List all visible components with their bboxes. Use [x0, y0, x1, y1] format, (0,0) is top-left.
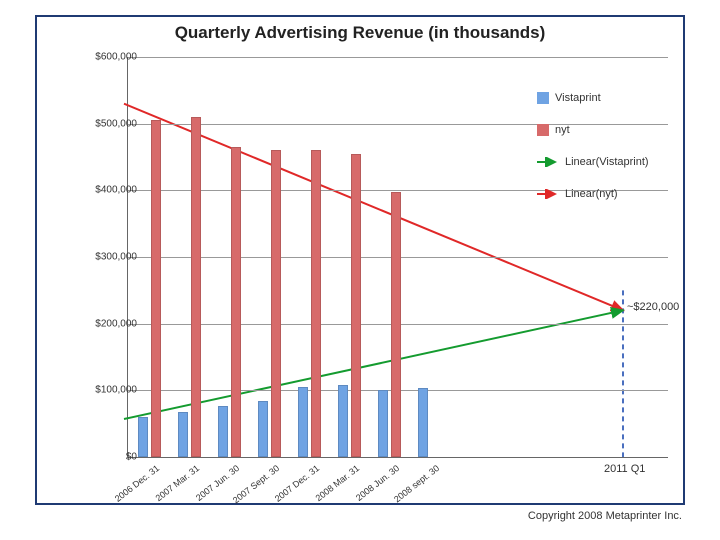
bar-vistaprint: [298, 387, 308, 457]
legend-swatch: [537, 92, 549, 104]
bar-vistaprint: [418, 388, 428, 457]
chart-title: Quarterly Advertising Revenue (in thousa…: [37, 23, 683, 43]
legend-label: nyt: [555, 124, 570, 136]
bar-vistaprint: [218, 406, 228, 457]
y-axis-label: $400,000: [77, 185, 137, 196]
bar-vistaprint: [378, 390, 388, 457]
bar-nyt: [191, 117, 201, 457]
legend-swatch: [537, 124, 549, 136]
gridline: [128, 57, 668, 58]
legend-item: Linear(Vistaprint): [537, 156, 649, 168]
bar-nyt: [271, 150, 281, 457]
intersection-annotation: ~$220,000: [627, 301, 679, 313]
chart-frame: Quarterly Advertising Revenue (in thousa…: [35, 15, 685, 505]
bar-nyt: [351, 154, 361, 457]
bar-nyt: [311, 150, 321, 457]
legend-item: Vistaprint: [537, 92, 601, 104]
gridline: [128, 124, 668, 125]
legend-arrow-icon: [537, 189, 559, 199]
bar-nyt: [391, 192, 401, 457]
bar-nyt: [151, 120, 161, 457]
bar-vistaprint: [338, 385, 348, 457]
bar-vistaprint: [258, 401, 268, 457]
bar-vistaprint: [138, 417, 148, 457]
bar-nyt: [231, 147, 241, 457]
y-axis-label: $200,000: [77, 318, 137, 329]
y-axis-label: $0: [77, 452, 137, 463]
y-axis-label: $100,000: [77, 385, 137, 396]
y-axis-label: $300,000: [77, 252, 137, 263]
plot-area: [127, 57, 668, 458]
legend-label: Vistaprint: [555, 92, 601, 104]
projection-label: 2011 Q1: [604, 463, 645, 475]
legend-label: Linear(Vistaprint): [565, 156, 649, 168]
legend-arrow-icon: [537, 157, 559, 167]
y-axis-label: $500,000: [77, 118, 137, 129]
y-axis-label: $600,000: [77, 52, 137, 63]
legend-label: Linear(nyt): [565, 188, 618, 200]
legend-item: Linear(nyt): [537, 188, 618, 200]
bar-vistaprint: [178, 412, 188, 457]
legend-item: nyt: [537, 124, 570, 136]
copyright-text: Copyright 2008 Metaprinter Inc.: [528, 510, 682, 522]
